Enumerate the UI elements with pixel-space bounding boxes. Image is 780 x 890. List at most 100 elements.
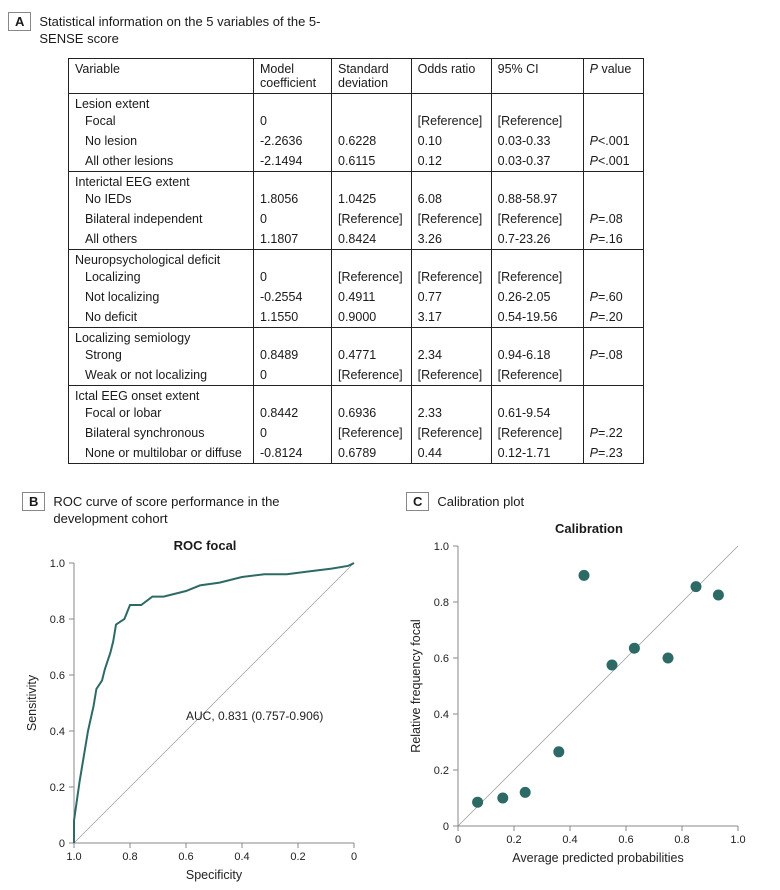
panel-c-label: C: [406, 492, 429, 511]
table-cell: Weak or not localizing: [69, 365, 254, 386]
table-cell: Bilateral independent: [69, 209, 254, 229]
table-cell: 0.4911: [332, 287, 412, 307]
table-cell: 1.1550: [254, 307, 332, 328]
table-cell: [332, 111, 412, 131]
table-cell: All other lesions: [69, 151, 254, 172]
table-header: Odds ratio: [411, 58, 491, 93]
table-cell: 0: [254, 365, 332, 386]
table-cell: 2.34: [411, 345, 491, 365]
group-name: Interictal EEG extent: [69, 171, 254, 189]
table-cell: [583, 365, 643, 386]
group-name: Neuropsychological deficit: [69, 249, 254, 267]
svg-text:0.6: 0.6: [618, 834, 633, 846]
svg-text:0.2: 0.2: [434, 765, 449, 777]
svg-text:0.2: 0.2: [290, 851, 305, 863]
svg-text:0.6: 0.6: [178, 851, 193, 863]
table-cell: P=.60: [583, 287, 643, 307]
svg-text:0: 0: [455, 834, 461, 846]
table-cell: P=.16: [583, 229, 643, 250]
table-cell: 0.44: [411, 443, 491, 464]
table-cell: [Reference]: [491, 209, 583, 229]
table-cell: Not localizing: [69, 287, 254, 307]
roc-chart: 1.000.80.20.60.40.40.60.20.801.0Specific…: [22, 557, 364, 887]
svg-text:0.6: 0.6: [50, 670, 65, 682]
table-cell: P<.001: [583, 131, 643, 151]
svg-text:0.8: 0.8: [122, 851, 137, 863]
table-cell: 0.61-9.54: [491, 403, 583, 423]
table-cell: 0.03-0.33: [491, 131, 583, 151]
table-cell: Bilateral synchronous: [69, 423, 254, 443]
table-cell: -2.1494: [254, 151, 332, 172]
svg-text:1.0: 1.0: [66, 851, 81, 863]
group-name: Ictal EEG onset extent: [69, 385, 254, 403]
table-cell: 0.6115: [332, 151, 412, 172]
table-cell: [Reference]: [332, 365, 412, 386]
table-cell: No deficit: [69, 307, 254, 328]
table-cell: [Reference]: [411, 111, 491, 131]
table-cell: 0.9000: [332, 307, 412, 328]
svg-text:Average predicted probabilitie: Average predicted probabilities: [512, 851, 683, 865]
group-name: Lesion extent: [69, 93, 254, 111]
svg-text:0: 0: [443, 821, 449, 833]
table-cell: P=.08: [583, 209, 643, 229]
table-cell: 0.8442: [254, 403, 332, 423]
calibration-chart: 000.20.20.40.40.60.60.80.81.01.0Average …: [406, 540, 748, 870]
table-cell: P=.08: [583, 345, 643, 365]
table-cell: 0.8424: [332, 229, 412, 250]
svg-text:Sensitivity: Sensitivity: [25, 674, 39, 731]
table-cell: -0.2554: [254, 287, 332, 307]
table-cell: -0.8124: [254, 443, 332, 464]
table-cell: 0.94-6.18: [491, 345, 583, 365]
table-cell: 0.6936: [332, 403, 412, 423]
table-cell: [583, 403, 643, 423]
svg-text:1.0: 1.0: [730, 834, 745, 846]
table-cell: [Reference]: [332, 423, 412, 443]
table-cell: 0.10: [411, 131, 491, 151]
panel-a-table-wrap: VariableModel coefficientStandard deviat…: [8, 58, 772, 464]
svg-text:0.4: 0.4: [234, 851, 249, 863]
table-cell: All others: [69, 229, 254, 250]
table-cell: [Reference]: [411, 209, 491, 229]
table-cell: 0.03-0.37: [491, 151, 583, 172]
table-cell: 0: [254, 111, 332, 131]
table-cell: Focal or lobar: [69, 403, 254, 423]
table-cell: Localizing: [69, 267, 254, 287]
table-cell: 3.26: [411, 229, 491, 250]
table-cell: P=.23: [583, 443, 643, 464]
svg-text:0.8: 0.8: [434, 597, 449, 609]
table-cell: [583, 111, 643, 131]
table-cell: 0.26-2.05: [491, 287, 583, 307]
table-cell: 0.6228: [332, 131, 412, 151]
calib-chart-title: Calibration: [406, 521, 772, 536]
table-header: Variable: [69, 58, 254, 93]
group-name: Localizing semiology: [69, 327, 254, 345]
svg-text:0: 0: [351, 851, 357, 863]
table-cell: P<.001: [583, 151, 643, 172]
panel-c-header: C Calibration plot: [406, 492, 772, 511]
svg-text:Specificity: Specificity: [186, 868, 243, 882]
table-cell: 0.4771: [332, 345, 412, 365]
svg-text:1.0: 1.0: [434, 541, 449, 553]
table-cell: [Reference]: [332, 267, 412, 287]
table-cell: 0.12: [411, 151, 491, 172]
table-cell: [Reference]: [491, 111, 583, 131]
table-cell: 0.8489: [254, 345, 332, 365]
svg-text:AUC, 0.831 (0.757-0.906): AUC, 0.831 (0.757-0.906): [186, 708, 323, 722]
table-cell: 0.88-58.97: [491, 189, 583, 209]
table-cell: No lesion: [69, 131, 254, 151]
table-cell: 1.1807: [254, 229, 332, 250]
table-cell: 1.8056: [254, 189, 332, 209]
table-cell: 0.6789: [332, 443, 412, 464]
svg-text:0.2: 0.2: [506, 834, 521, 846]
table-cell: 0.7-23.26: [491, 229, 583, 250]
table-cell: [Reference]: [491, 423, 583, 443]
stats-table: VariableModel coefficientStandard deviat…: [68, 58, 644, 464]
table-cell: [Reference]: [491, 365, 583, 386]
table-cell: -2.2636: [254, 131, 332, 151]
table-cell: [583, 189, 643, 209]
table-cell: 0.77: [411, 287, 491, 307]
svg-text:0.8: 0.8: [50, 614, 65, 626]
panel-c-title: Calibration plot: [437, 492, 524, 511]
table-cell: None or multilobar or diffuse: [69, 443, 254, 464]
panel-a-label: A: [8, 12, 31, 31]
